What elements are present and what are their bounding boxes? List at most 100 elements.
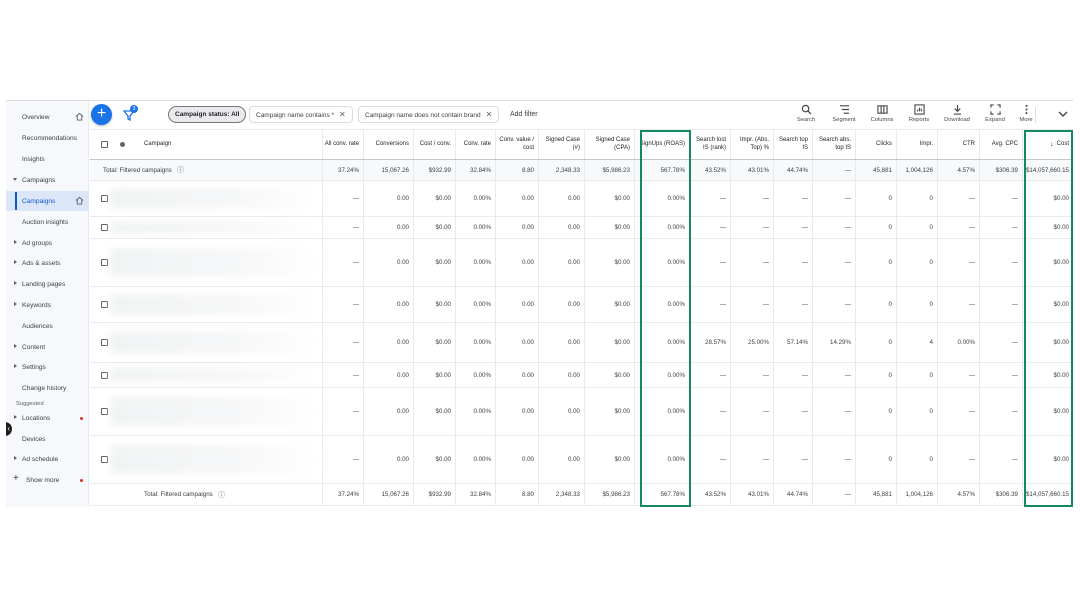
search-button[interactable]: Search [788,104,824,128]
create-button[interactable]: + [91,104,112,125]
reports-icon [913,104,925,115]
table-row[interactable]: —0.00 $0.00 0.00% 0.00 0.00 $0.00 0.00% 28.57% 2… [90,323,1073,363]
table-cell: $0.00 [414,323,456,362]
column-header[interactable]: Conversions [364,130,414,159]
table-cell: — [323,181,364,216]
row-checkbox[interactable] [101,195,108,202]
sidebar-item-campaigns[interactable]: Campaigns [6,170,89,190]
table-cell: 0 [856,388,897,435]
sidebar-item-auction-insights[interactable]: Auction insights [6,212,89,232]
row-checkbox[interactable] [101,408,108,415]
row-checkbox[interactable] [101,259,108,266]
sidebar-item-devices[interactable]: Devices [6,429,89,449]
sidebar-item-change-history[interactable]: Change history [6,378,89,398]
campaign-header[interactable]: Campaign [144,141,172,147]
table-cell: — [731,363,774,387]
campaign-name-redacted[interactable] [110,330,320,355]
close-icon[interactable]: ✕ [339,110,346,119]
row-checkbox[interactable] [101,301,108,308]
filter-chip-name-contains[interactable]: Campaign name contains * ✕ [249,106,353,123]
sidebar-item-settings[interactable]: Settings [6,357,89,377]
download-button[interactable]: Download [939,104,975,128]
column-header[interactable]: CTR [938,130,980,159]
filter-chip-name-not-contains[interactable]: Campaign name does not contain brand ✕ [358,106,500,123]
chip-label: Campaign name does not contain brand [365,112,481,119]
help-icon[interactable]: ⓘ [177,167,184,174]
column-header[interactable]: Signed Case (#) [539,130,585,159]
table-cell: 25.00% [731,323,774,362]
row-checkbox[interactable] [101,456,108,463]
filter-chip-campaign-status[interactable]: Campaign status: All [168,106,247,123]
table-row[interactable]: —0.00 $0.00 0.00% 0.00 0.00 $0.00 0.00% — — — —0 0—… [90,363,1073,388]
row-checkbox[interactable] [101,371,108,379]
table-cell: 0 [856,363,897,387]
chip-label: Campaign name contains * [256,112,335,119]
footer-cell: 43.52% [690,484,731,505]
sidebar-item-keywords[interactable]: Keywords [6,295,89,315]
table-row[interactable]: —0.00 $0.00 0.00% 0.00 0.00 $0.00 0.00% — — — —0 0—… [90,217,1073,239]
table-cell: 0.00% [635,287,690,322]
campaign-name-redacted[interactable] [110,248,320,277]
campaign-name-redacted[interactable] [110,397,320,426]
column-header[interactable]: Conv. value / cost [496,130,539,159]
add-filter-button[interactable]: Add filter [510,111,538,118]
table-cell: 0.00% [635,239,690,286]
column-header[interactable]: Conv. rate [456,130,496,159]
column-header[interactable]: All conv. rate [323,130,364,159]
column-header[interactable]: ↓ Cost [1023,130,1073,159]
column-header[interactable]: Signed Case (CPA) [585,130,635,159]
campaign-name-redacted[interactable] [110,367,320,383]
collapse-sidebar-handle[interactable]: ‹ [6,422,12,436]
sidebar-item-landing-pages[interactable]: Landing pages [6,274,89,294]
campaign-name-redacted[interactable] [110,221,320,234]
reports-button[interactable]: Reports [901,104,937,128]
table-cell: — [938,181,980,216]
campaign-name-redacted[interactable] [110,445,320,474]
column-header[interactable]: Search top IS [774,130,813,159]
expand-button[interactable]: Expand [977,104,1013,128]
sidebar-item-label: Overview [22,113,50,121]
campaign-name-redacted[interactable] [110,188,320,209]
column-header[interactable]: Search abs. top IS [813,130,856,159]
table-row[interactable]: —0.00 $0.00 0.00% 0.00 0.00 $0.00 0.00% — — — —0 0—… [90,436,1073,484]
column-header[interactable]: Impr. [897,130,938,159]
column-header[interactable]: Clicks [856,130,897,159]
column-header[interactable]: Search lost IS (rank) [690,130,731,159]
segment-icon [839,105,849,114]
column-header[interactable]: Impr. (Abs. Top) % [731,130,774,159]
sidebar-item-locations[interactable]: Locations [6,408,89,428]
column-header[interactable]: SignUps (ROAS) [635,130,690,159]
table-cell: 0.00% [635,363,690,387]
sidebar-item-campaigns[interactable]: Campaigns [6,191,89,211]
show-more-button[interactable]: + Show more [6,470,89,490]
sidebar-item-label: Campaigns [22,176,56,184]
columns-button[interactable]: Columns [864,104,900,128]
help-icon[interactable]: ⓘ [218,491,225,499]
footer-cell: $5,986.23 [585,484,635,505]
column-header[interactable]: Avg. CPC [980,130,1023,159]
table-row[interactable]: —0.00 $0.00 0.00% 0.00 0.00 $0.00 0.00% — — — —0 0—… [90,181,1073,217]
row-checkbox[interactable] [101,224,108,231]
segment-button[interactable]: Segment [826,104,862,128]
table-cell: 0.00 [364,217,414,238]
table-row[interactable]: —0.00 $0.00 0.00% 0.00 0.00 $0.00 0.00% — — — —0 0—… [90,287,1073,323]
select-all-checkbox[interactable] [101,141,108,148]
chevron-down-icon[interactable] [1057,108,1069,120]
sidebar-item-ad-groups[interactable]: Ad groups [6,233,89,253]
row-checkbox[interactable] [101,339,108,346]
sidebar-item-audiences[interactable]: Audiences [6,316,89,336]
more-button[interactable]: More [1008,104,1044,128]
sidebar-item-ads-assets[interactable]: Ads & assets [6,253,89,273]
column-header[interactable]: Cost / conv. [414,130,456,159]
table-cell: 0.00% [456,363,496,387]
sidebar-item-ad-schedule[interactable]: Ad schedule [6,449,89,469]
table-row[interactable]: —0.00 $0.00 0.00% 0.00 0.00 $0.00 0.00% — — — —0 0—… [90,239,1073,287]
table-cell: — [813,388,856,435]
sidebar-item-overview[interactable]: Overview [6,107,89,127]
sidebar-item-insights[interactable]: Insights [6,149,89,169]
table-row[interactable]: —0.00 $0.00 0.00% 0.00 0.00 $0.00 0.00% — — — —0 0—… [90,388,1073,436]
close-icon[interactable]: ✕ [485,110,493,119]
sidebar-item-content[interactable]: Content [6,337,89,357]
campaign-name-redacted[interactable] [110,294,320,315]
sidebar-item-recommendations[interactable]: Recommendations [6,128,89,148]
